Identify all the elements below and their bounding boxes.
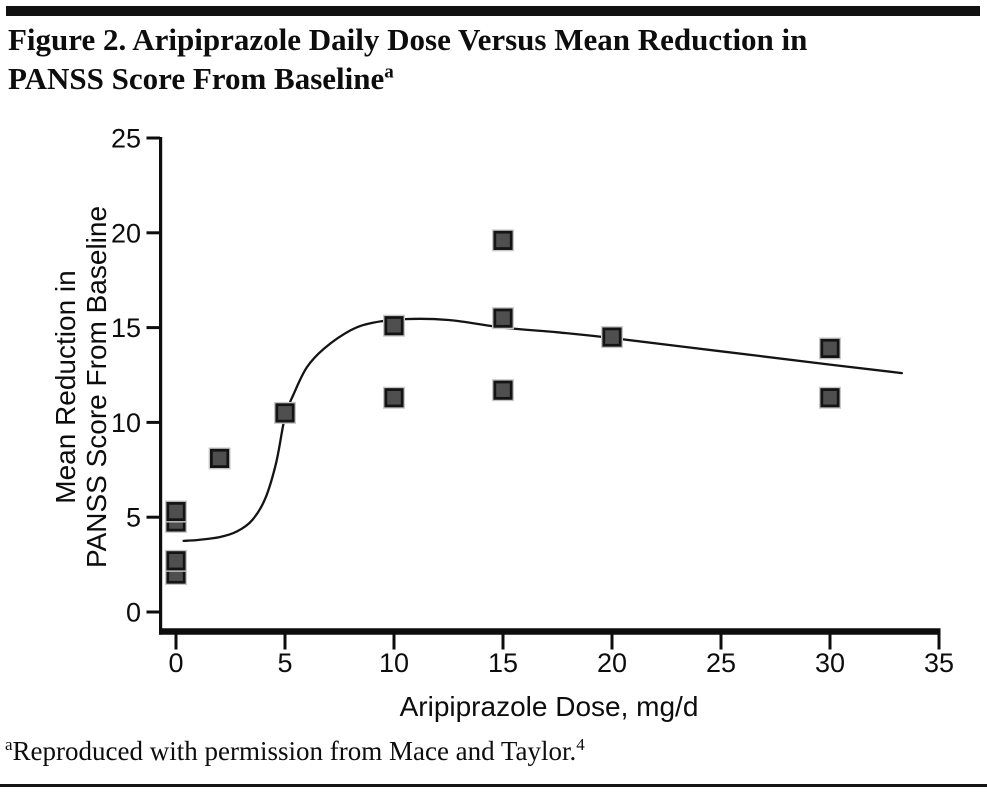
y-tick-label: 20 [111,218,141,248]
x-tick-label: 5 [277,648,292,678]
x-tick-label: 25 [706,648,736,678]
data-point-marker [384,388,404,408]
figure-title-superscript: a [384,61,394,83]
footnote: aReproduced with permission from Mace an… [5,736,980,767]
y-tick-label: 0 [126,598,141,628]
data-point-halo [165,500,187,523]
data-point-marker [166,551,186,571]
figure-title: Figure 2. Aripiprazole Daily Dose Versus… [8,20,983,98]
data-point-halo [492,229,514,252]
footnote-reference-superscript: 4 [576,735,585,754]
x-axis-title: Aripiprazole Dose, mg/d [399,691,699,722]
y-axis-title-line1: Mean Reduction in [50,270,81,504]
x-tick-label: 10 [379,648,409,678]
y-axis-title: Mean Reduction in PANSS Score From Basel… [50,206,112,568]
data-point-marker [493,308,513,328]
top-rule [6,6,980,16]
figure-title-line2-text: PANSS Score From Baseline [8,61,385,96]
data-point-halo [492,307,514,330]
data-point-marker [493,380,513,400]
x-tick-label: 0 [168,648,183,678]
data-point-halo [601,326,623,349]
data-point-marker [209,448,230,469]
y-tick-label: 5 [126,503,141,533]
data-point-halo [208,447,231,470]
data-point-halo [274,401,296,424]
data-point-halo [819,386,841,409]
fit-curve [182,317,904,543]
data-point-halo [819,337,841,360]
x-tick-label: 35 [924,648,954,678]
x-tick-label: 20 [597,648,627,678]
footnote-text: Reproduced with permission from Mace and… [12,736,577,766]
data-point-halo [383,314,405,337]
y-tick-label: 15 [111,313,141,343]
figure-title-line2: PANSS Score From Baselinea [8,59,983,98]
x-tick-label: 30 [815,648,845,678]
x-tick-label: 15 [488,648,518,678]
y-axis-title-line2: PANSS Score From Baseline [81,205,112,569]
data-point-halo [492,379,514,402]
data-point-marker [820,338,840,359]
data-point-marker [820,388,840,408]
data-point-marker [493,230,513,250]
data-point-marker [275,403,295,423]
y-tick-label: 10 [111,408,141,438]
figure-title-line1: Figure 2. Aripiprazole Daily Dose Versus… [8,22,808,57]
bottom-rule [0,784,987,787]
footnote-superscript: a [5,735,13,754]
data-point-halo [165,549,187,572]
y-tick-label: 25 [111,124,141,154]
data-point-marker [602,327,622,347]
data-point-halo [383,386,405,409]
data-point-marker [384,316,404,336]
data-point-marker [166,501,186,522]
